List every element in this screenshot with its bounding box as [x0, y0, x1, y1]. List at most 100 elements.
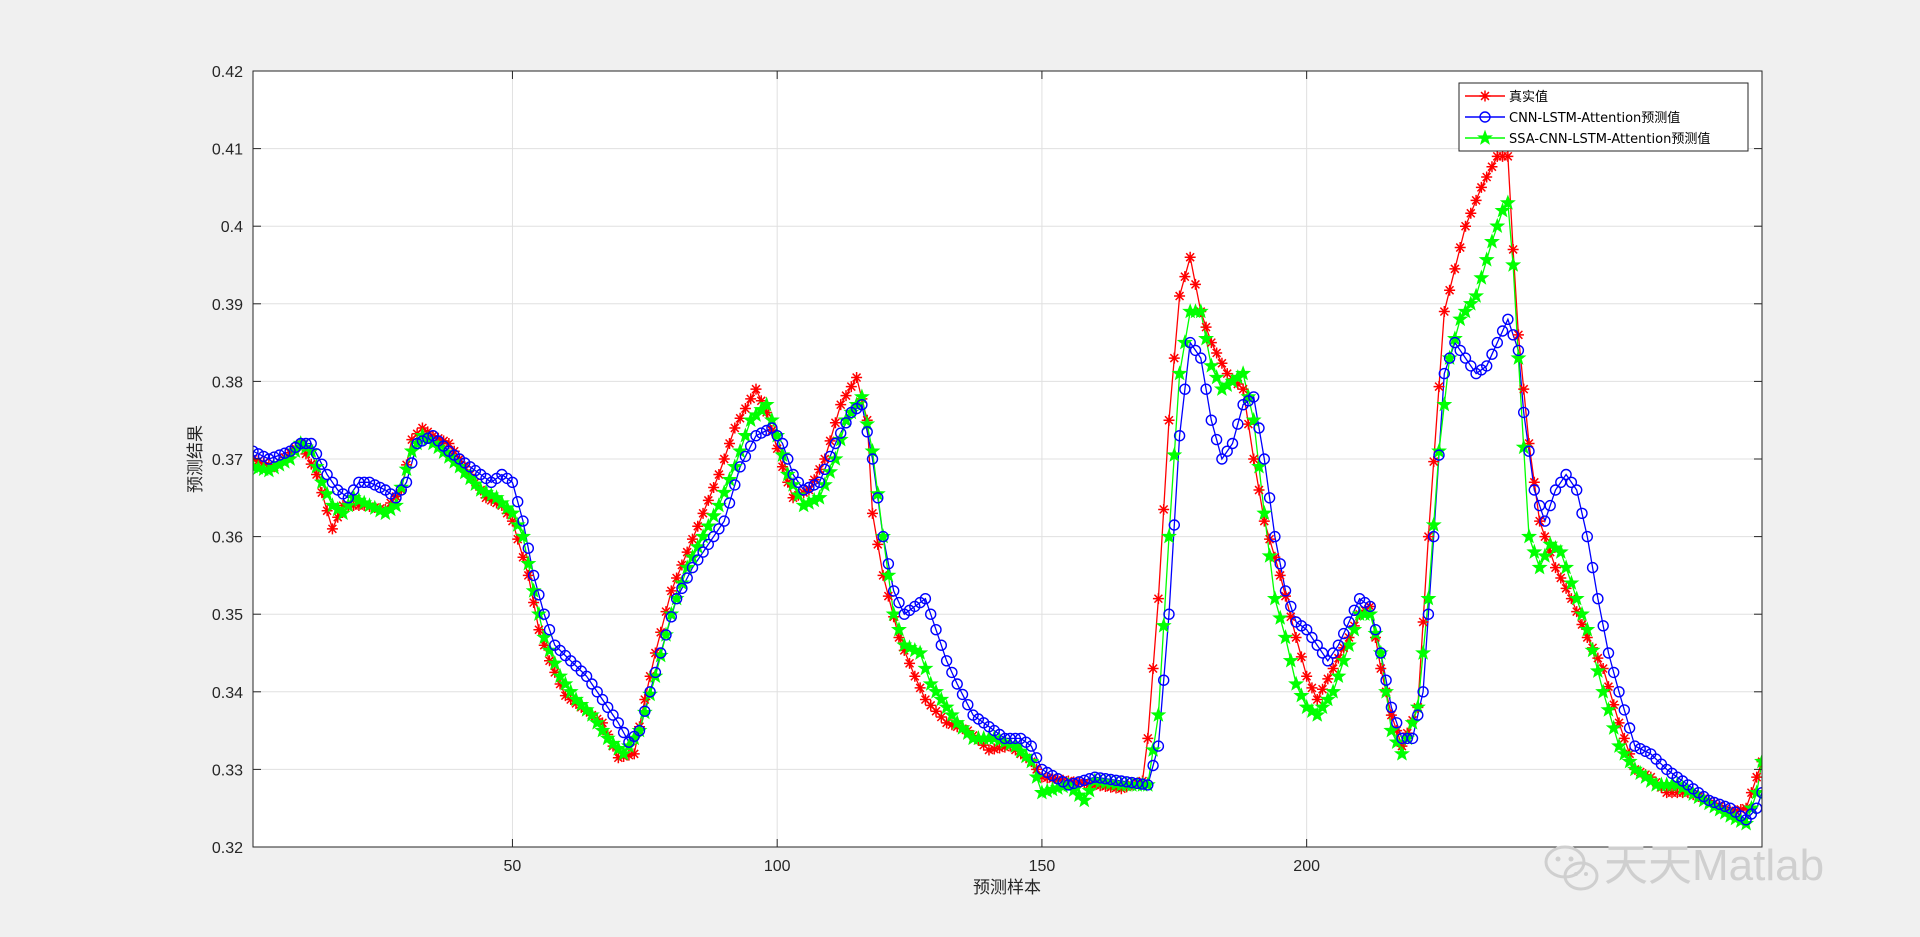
data-point: [1616, 745, 1633, 761]
data-point: [1247, 391, 1260, 403]
series-layer: [253, 150, 1762, 831]
data-point: [856, 399, 868, 411]
data-point: [1735, 803, 1747, 815]
data-point: [631, 722, 648, 738]
data-point: [893, 631, 905, 643]
data-point: [398, 460, 415, 477]
data-point: [692, 520, 704, 532]
data-point: [1528, 484, 1541, 496]
data-point: [1226, 437, 1239, 450]
data-point: [623, 749, 635, 761]
data-point: [1449, 263, 1461, 275]
data-point: [1502, 313, 1514, 325]
data-point: [1269, 530, 1281, 543]
data-point: [1341, 636, 1357, 653]
data-point: [342, 492, 354, 504]
data-point: [724, 437, 736, 449]
data-point: [790, 486, 807, 503]
data-point: [707, 530, 720, 543]
data-point: [1161, 528, 1177, 544]
data-point: [1406, 732, 1419, 745]
data-point: [1282, 652, 1299, 668]
data-point: [1081, 782, 1098, 798]
data-point: [843, 404, 860, 420]
data-point: [1385, 701, 1398, 713]
data-point: [1163, 414, 1175, 426]
data-point: [1062, 779, 1075, 791]
data-point: [776, 461, 788, 473]
data-point: [1523, 445, 1535, 457]
data-point: [1279, 585, 1292, 597]
data-point: [811, 489, 828, 505]
data-point: [1300, 624, 1313, 636]
data-point: [1425, 516, 1442, 532]
data-point: [1507, 329, 1519, 341]
data-point: [925, 608, 937, 620]
data-point: [872, 538, 884, 550]
data-point: [739, 450, 752, 463]
data-point: [1205, 414, 1218, 426]
data-point: [1560, 582, 1572, 594]
data-point: [919, 593, 932, 605]
data-point: [520, 555, 537, 571]
data-point: [1142, 779, 1154, 791]
data-point: [1623, 722, 1636, 734]
data-point: [268, 451, 280, 463]
data-point: [1483, 233, 1500, 249]
data-point: [1579, 621, 1596, 637]
data-point: [1754, 753, 1762, 769]
data-point: [1067, 777, 1080, 790]
data-point: [1634, 743, 1646, 755]
data-point: [930, 624, 942, 636]
data-point: [671, 572, 683, 584]
data-point: [734, 461, 746, 473]
data-point: [1052, 773, 1064, 785]
data-point: [962, 699, 974, 711]
data-point: [340, 497, 357, 513]
data-point: [819, 453, 831, 465]
data-point: [509, 516, 526, 532]
y-tick-label: 0.32: [212, 840, 243, 857]
data-point: [602, 701, 614, 713]
data-point: [1195, 352, 1207, 364]
data-point: [1719, 800, 1731, 812]
data-point: [1422, 608, 1435, 620]
data-point: [758, 396, 775, 412]
data-point: [512, 496, 524, 508]
data-point: [1089, 771, 1101, 783]
data-point: [946, 666, 958, 679]
data-point: [316, 458, 328, 470]
data-point: [1465, 207, 1477, 219]
legend-marker: [1479, 90, 1491, 102]
data-point: [1168, 352, 1180, 364]
data-point: [546, 654, 563, 671]
data-point: [300, 437, 312, 450]
data-point: [549, 666, 561, 678]
data-point: [1475, 181, 1487, 193]
data-point: [893, 596, 905, 609]
data-point: [1713, 798, 1726, 810]
data-point: [1428, 456, 1440, 468]
data-point: [1621, 753, 1638, 769]
data-point: [1120, 776, 1133, 788]
data-point: [400, 476, 413, 488]
data-point: [369, 479, 381, 491]
data-point: [1462, 295, 1479, 311]
data-point: [1613, 717, 1625, 729]
y-tick-label: 0.35: [212, 607, 243, 624]
data-point: [978, 739, 990, 751]
data-point: [1558, 559, 1575, 575]
data-point: [1023, 753, 1040, 769]
data-point: [1478, 251, 1495, 267]
data-point: [935, 639, 947, 651]
data-point: [527, 569, 540, 582]
legend-marker: [1477, 129, 1493, 145]
data-point: [644, 686, 656, 698]
data-point: [1290, 631, 1302, 643]
data-point: [1555, 572, 1567, 584]
data-point: [824, 435, 836, 447]
data-point: [432, 432, 444, 444]
data-point: [686, 561, 699, 574]
data-point: [1325, 683, 1342, 699]
